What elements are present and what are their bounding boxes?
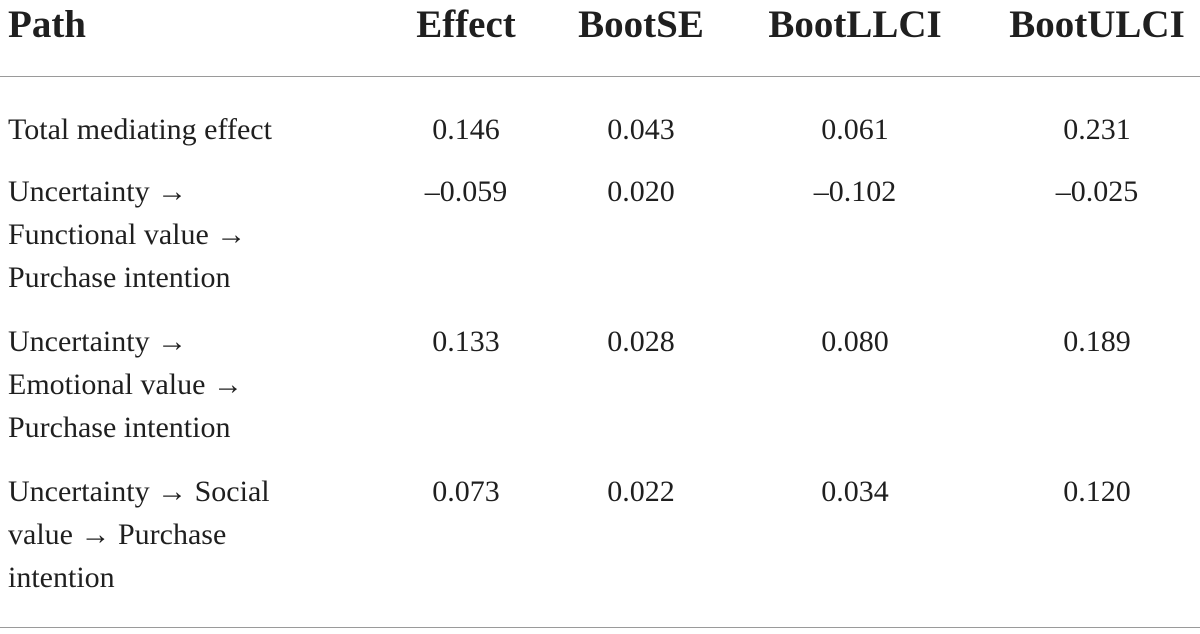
effect-cell: 0.073 bbox=[432, 475, 500, 508]
path-line: Functional value → bbox=[8, 218, 247, 251]
path-line: Uncertainty → Social bbox=[8, 475, 270, 508]
path-cell: Uncertainty → Emotional value → Purchase… bbox=[8, 320, 243, 449]
bootulci-cell: 0.231 bbox=[1063, 113, 1131, 146]
path-line: Purchase intention bbox=[8, 261, 231, 294]
bootulci-cell: 0.189 bbox=[1063, 325, 1131, 358]
path-cell: Uncertainty → Social value → Purchase in… bbox=[8, 470, 270, 599]
path-line: Emotional value → bbox=[8, 368, 243, 401]
bootllci-cell: 0.034 bbox=[821, 475, 889, 508]
effect-cell: –0.059 bbox=[424, 175, 508, 208]
header-effect: Effect bbox=[416, 3, 516, 46]
path-line: Uncertainty → bbox=[8, 175, 188, 208]
bootllci-cell: 0.080 bbox=[821, 325, 889, 358]
header-bootulci: BootULCI bbox=[1009, 3, 1185, 46]
path-line: Uncertainty → bbox=[8, 325, 188, 358]
path-cell: Total mediating effect bbox=[8, 108, 272, 151]
header-bootse: BootSE bbox=[578, 3, 704, 46]
bootse-cell: 0.022 bbox=[607, 475, 675, 508]
bootulci-cell: –0.025 bbox=[1055, 175, 1139, 208]
path-line: Purchase intention bbox=[8, 411, 231, 444]
effect-cell: 0.133 bbox=[432, 325, 500, 358]
header-bootllci: BootLLCI bbox=[768, 3, 942, 46]
path-line: intention bbox=[8, 561, 115, 594]
bootse-cell: 0.028 bbox=[607, 325, 675, 358]
bootulci-cell: 0.120 bbox=[1063, 475, 1131, 508]
header-path: Path bbox=[8, 3, 86, 46]
bootllci-cell: 0.061 bbox=[821, 113, 889, 146]
bootse-cell: 0.020 bbox=[607, 175, 675, 208]
path-cell: Uncertainty → Functional value → Purchas… bbox=[8, 170, 246, 299]
table-bottom-rule bbox=[0, 627, 1200, 628]
table-header: Path Effect BootSE BootLLCI BootULCI bbox=[0, 0, 1200, 77]
path-line: Total mediating effect bbox=[8, 113, 272, 146]
bootse-cell: 0.043 bbox=[607, 113, 675, 146]
bootllci-cell: –0.102 bbox=[813, 175, 897, 208]
path-line: value → Purchase bbox=[8, 518, 227, 551]
effect-cell: 0.146 bbox=[432, 113, 500, 146]
